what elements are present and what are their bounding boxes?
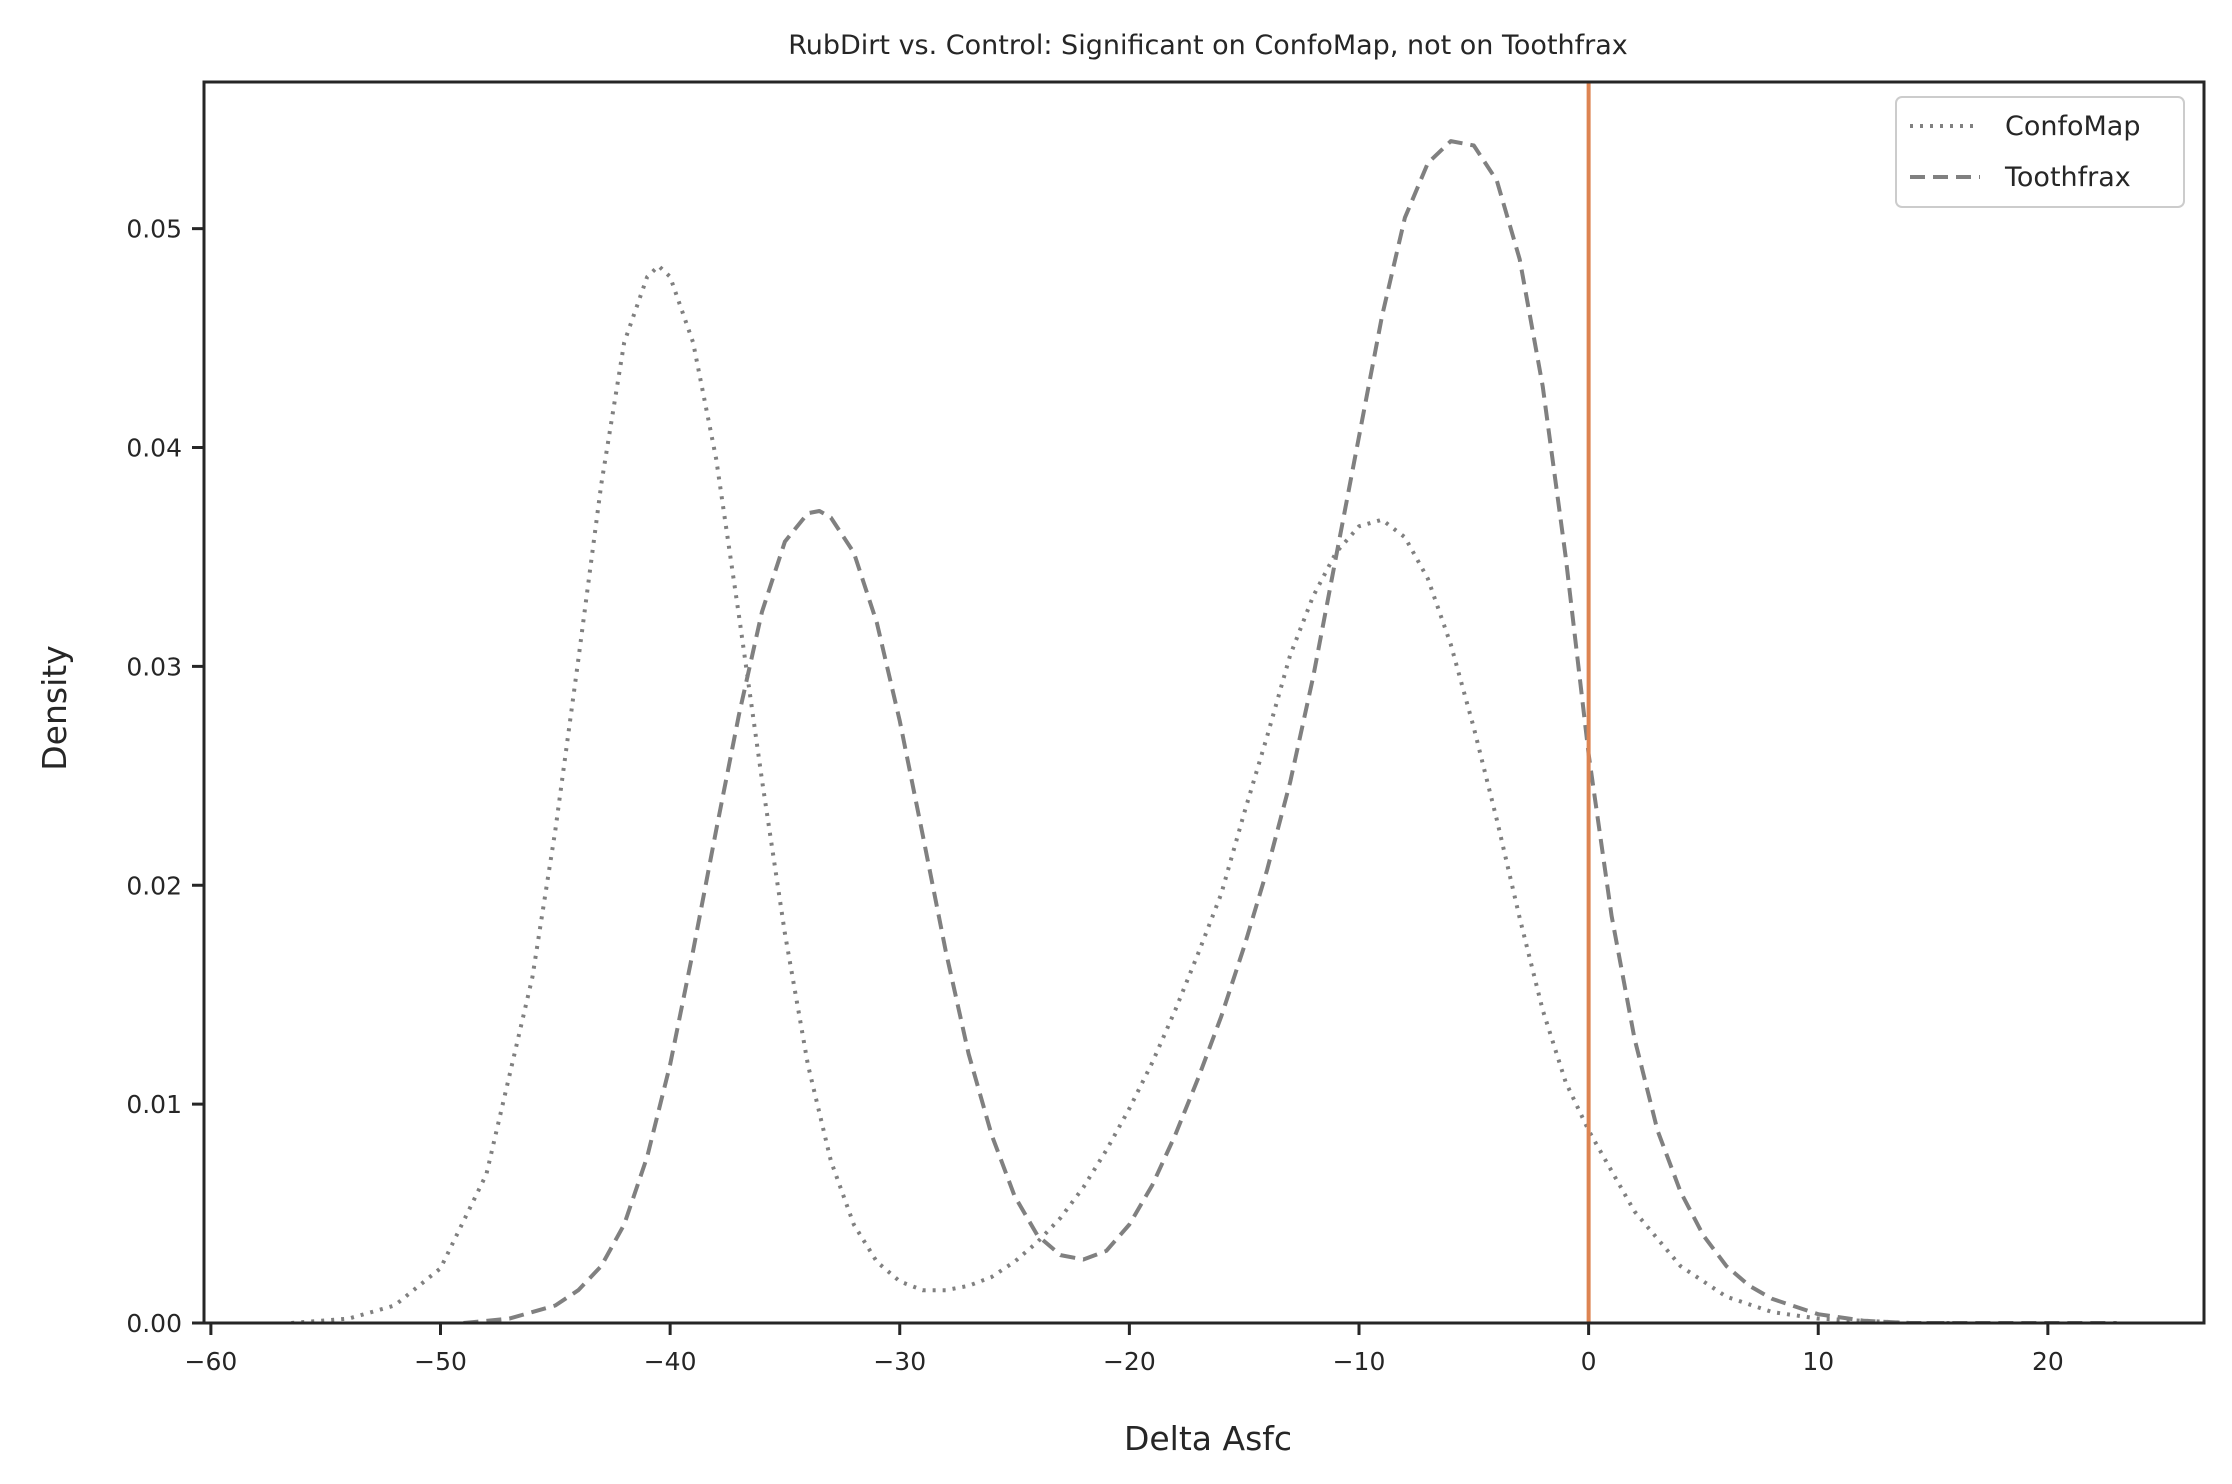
y-axis-label: Density <box>35 645 74 770</box>
legend-frame <box>1895 96 2185 208</box>
series-line-confomap <box>291 263 1956 1323</box>
x-axis-label: Delta Asfc <box>1124 1419 1292 1458</box>
x-tick-label: −30 <box>873 1347 926 1376</box>
y-tick-label: 0.05 <box>126 215 182 244</box>
x-tick-label: 20 <box>2032 1347 2064 1376</box>
x-tick-label: −10 <box>1333 1347 1386 1376</box>
x-tick-label: 10 <box>1802 1347 1834 1376</box>
x-tick-label: −50 <box>414 1347 467 1376</box>
x-tick-label: −40 <box>644 1347 697 1376</box>
plot-area: −60 −50 −40 −30 −20 −10 0 10 20 0.00 0.01 0.02 0.03 0… <box>126 80 2206 1376</box>
y-tick-label: 0.04 <box>126 434 182 463</box>
y-tick-label: 0.01 <box>126 1090 182 1119</box>
series-line-toothfrax <box>463 139 2117 1323</box>
x-tick-label: 0 <box>1581 1347 1597 1376</box>
plot-frame <box>202 80 2206 1325</box>
legend: ConfoMap Toothfrax <box>1895 96 2185 208</box>
x-tick-label: −20 <box>1103 1347 1156 1376</box>
x-tick-label: −60 <box>185 1347 238 1376</box>
chart-title: RubDirt vs. Control: Significant on Conf… <box>788 30 1628 61</box>
y-tick-label: 0.00 <box>126 1309 182 1338</box>
legend-label-confomap: ConfoMap <box>2005 111 2141 142</box>
y-tick-label: 0.02 <box>126 871 182 900</box>
y-tick-label: 0.03 <box>126 652 182 681</box>
legend-label-toothfrax: Toothfrax <box>2004 162 2131 193</box>
